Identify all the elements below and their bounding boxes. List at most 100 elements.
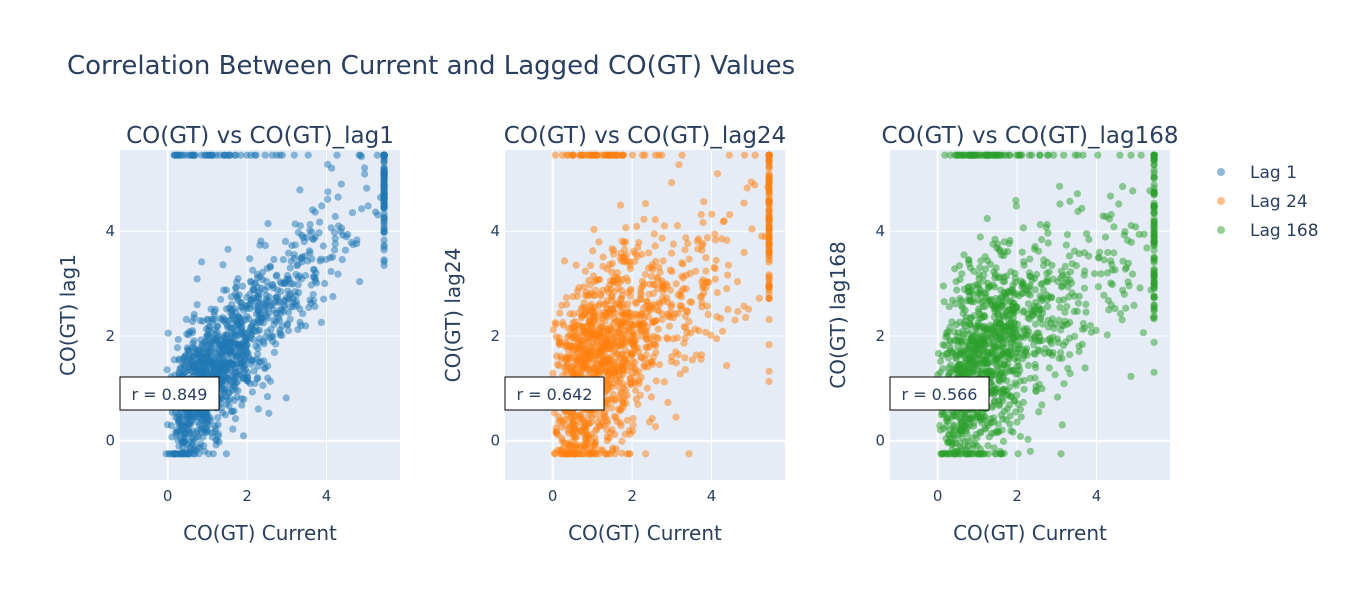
data-point — [338, 256, 346, 264]
data-point — [731, 316, 739, 324]
data-point — [1110, 223, 1118, 231]
data-point — [1094, 283, 1102, 291]
data-point — [1003, 348, 1011, 356]
legend[interactable]: Lag 1 Lag 24 Lag 168 — [1217, 163, 1319, 241]
data-point — [603, 265, 611, 273]
data-point — [549, 369, 557, 377]
y-tick-label: 4 — [490, 222, 500, 240]
data-point — [668, 267, 676, 276]
data-point — [1013, 290, 1021, 298]
data-point — [213, 437, 221, 445]
data-point — [1024, 310, 1032, 318]
data-point — [719, 327, 727, 335]
data-point — [705, 278, 713, 286]
data-point — [1060, 321, 1068, 329]
data-point — [1030, 341, 1038, 349]
data-point — [272, 340, 280, 348]
data-point — [702, 267, 710, 275]
data-point — [1057, 450, 1065, 458]
data-point — [951, 265, 959, 273]
data-point — [179, 439, 187, 447]
data-point — [643, 344, 651, 352]
data-point — [1000, 238, 1008, 246]
data-point — [632, 299, 640, 307]
data-point — [201, 447, 209, 455]
data-point — [724, 305, 732, 313]
data-point — [589, 272, 598, 280]
data-point — [622, 251, 630, 259]
legend-marker — [1217, 168, 1225, 176]
data-point — [263, 277, 271, 285]
y-tick-label: 0 — [490, 432, 500, 450]
data-point — [219, 409, 227, 417]
data-point — [341, 246, 350, 254]
legend-item[interactable]: Lag 1 — [1217, 163, 1297, 183]
data-point — [261, 151, 269, 159]
data-point — [619, 399, 627, 407]
data-point — [765, 225, 773, 234]
data-point — [1127, 151, 1135, 159]
data-point — [1079, 319, 1087, 328]
data-point — [646, 280, 654, 288]
data-point — [1110, 249, 1118, 257]
data-point — [331, 240, 339, 248]
data-point — [291, 288, 299, 296]
data-point — [568, 363, 576, 371]
data-point — [616, 375, 624, 383]
data-point — [590, 449, 598, 457]
data-point — [290, 251, 298, 259]
data-point — [957, 302, 966, 310]
data-point — [1070, 307, 1078, 315]
y-tick-label: 0 — [105, 432, 115, 450]
legend-item[interactable]: Lag 24 — [1217, 192, 1308, 212]
data-point — [163, 366, 171, 374]
data-point — [743, 184, 751, 192]
data-point — [623, 416, 631, 424]
data-point — [264, 220, 272, 228]
data-point — [618, 334, 626, 342]
data-point — [664, 335, 672, 343]
data-point — [1081, 267, 1089, 275]
data-point — [957, 426, 966, 434]
data-point — [996, 351, 1004, 359]
data-point — [1014, 450, 1022, 458]
data-point — [685, 318, 693, 326]
x-axis-title: CO(GT) Current — [183, 521, 337, 545]
data-point — [1137, 151, 1145, 159]
data-point — [176, 410, 184, 418]
data-point — [188, 416, 196, 424]
data-point — [945, 438, 953, 446]
data-point — [1060, 151, 1068, 159]
data-point — [1071, 247, 1079, 255]
data-point — [1150, 246, 1158, 254]
data-point — [656, 300, 664, 308]
data-point — [1150, 235, 1158, 243]
data-point — [599, 253, 607, 261]
annotation-text: r = 0.566 — [902, 385, 978, 404]
data-point — [234, 343, 242, 351]
data-point — [950, 421, 958, 429]
legend-item[interactable]: Lag 168 — [1217, 221, 1319, 241]
data-point — [247, 357, 256, 365]
data-point — [1067, 279, 1076, 287]
data-point — [1107, 257, 1115, 265]
data-point — [380, 243, 388, 251]
data-point — [228, 407, 236, 415]
data-point — [246, 304, 254, 313]
data-point — [298, 258, 306, 266]
data-point — [998, 387, 1006, 395]
data-point — [765, 367, 773, 375]
y-axis-title: CO(GT) lag1 — [56, 254, 80, 376]
data-point — [640, 215, 648, 223]
data-point — [955, 151, 963, 159]
data-point — [1068, 260, 1076, 268]
data-point — [755, 294, 763, 302]
data-point — [624, 300, 632, 308]
data-point — [372, 208, 380, 216]
data-point — [651, 423, 660, 431]
data-point — [1150, 169, 1158, 177]
data-point — [1082, 230, 1091, 238]
data-point — [568, 424, 576, 432]
data-point — [985, 350, 993, 358]
data-point — [561, 257, 569, 265]
